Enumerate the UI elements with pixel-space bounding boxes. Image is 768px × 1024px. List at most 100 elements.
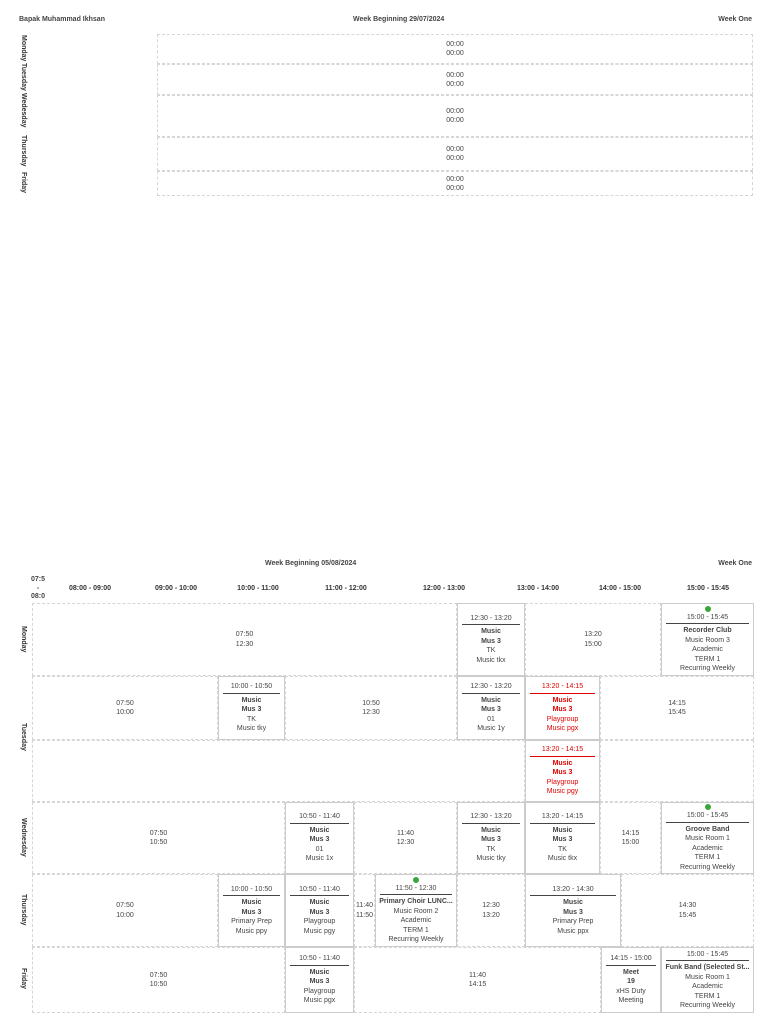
lesson-grade: Primary Prep bbox=[552, 918, 594, 926]
lesson-group: Music ppy bbox=[235, 927, 268, 935]
meeting-room: 19 bbox=[627, 978, 635, 986]
free-slot[interactable]: 07:50 10:50 bbox=[32, 947, 285, 1013]
schedule-row[interactable]: 00:00 00:00 bbox=[157, 95, 753, 137]
free-slot[interactable]: 11:40 11:50 bbox=[354, 874, 375, 947]
end-time: 00:00 bbox=[446, 80, 464, 88]
schedule-row[interactable]: 00:00 00:00 bbox=[157, 171, 753, 196]
lesson-subject: Music bbox=[481, 826, 501, 834]
free-slot[interactable]: 12:30 13:20 bbox=[457, 874, 525, 947]
column-header: 13:00 - 14:00 bbox=[516, 585, 560, 592]
teacher-name: Bapak Muhammad Ikhsan bbox=[19, 16, 105, 23]
slot-start: 11:40 bbox=[397, 829, 414, 837]
activity-card[interactable]: 11:50 - 12:30 Primary Choir LUNC... Musi… bbox=[375, 874, 457, 947]
lesson-time: 13:20 - 14:30 bbox=[530, 885, 616, 897]
activity-recurrence: Recurring Weekly bbox=[388, 936, 444, 943]
slot-end: 10:00 bbox=[116, 911, 134, 919]
lesson-card[interactable]: 12:30 - 13:20 Music Mus 3 TK Music tkx bbox=[457, 603, 525, 676]
lesson-subject: Music bbox=[481, 696, 501, 704]
lesson-room: Mus 3 bbox=[309, 836, 330, 844]
lesson-group: Music 1x bbox=[305, 855, 334, 863]
free-slot[interactable]: 07:50 10:50 bbox=[32, 802, 285, 874]
activity-time: 15:00 - 15:45 bbox=[666, 613, 749, 624]
slot-start: 07:50 bbox=[149, 829, 168, 837]
lesson-grade: TK bbox=[486, 647, 496, 655]
activity-card[interactable]: 15:00 - 15:45 Funk Band (Selected St... … bbox=[661, 947, 754, 1013]
lesson-card[interactable]: 12:30 - 13:20 Music Mus 3 TK Music tky bbox=[457, 802, 525, 874]
activity-card[interactable]: 15:00 - 15:45 Recorder Club Music Room 3… bbox=[661, 603, 754, 676]
lesson-grade: Primary Prep bbox=[231, 918, 272, 926]
day-label-wednesday: Wednesday bbox=[20, 818, 27, 857]
lesson-card-conflict[interactable]: 13:20 - 14:15 Music Mus 3 Playgroup Musi… bbox=[525, 676, 600, 740]
free-slot[interactable]: 10:50 12:30 bbox=[285, 676, 457, 740]
lesson-grade: 01 bbox=[315, 845, 324, 853]
free-slot[interactable]: 11:40 12:30 bbox=[354, 802, 457, 874]
lesson-card[interactable]: 10:50 - 11:40 Music Mus 3 Playgroup Musi… bbox=[285, 874, 354, 947]
time-corner: 07:5 - 08:0 bbox=[31, 576, 45, 602]
activity-time: 15:00 - 15:45 bbox=[666, 950, 749, 961]
free-slot[interactable]: 14:30 15:45 bbox=[621, 874, 754, 947]
activity-term: TERM 1 bbox=[694, 854, 721, 861]
free-slot[interactable]: 07:50 12:30 bbox=[32, 603, 457, 676]
slot-end: 10:00 bbox=[116, 709, 134, 716]
lesson-card[interactable]: 10:00 - 10:50 Music Mus 3 Primary Prep M… bbox=[218, 874, 285, 947]
lesson-card[interactable]: 10:50 - 11:40 Music Mus 3 Playgroup Musi… bbox=[285, 947, 354, 1013]
lesson-card[interactable]: 12:30 - 13:20 Music Mus 3 01 Music 1y bbox=[457, 676, 525, 740]
week-title: Week Beginning 05/08/2024 bbox=[265, 560, 357, 567]
lesson-card[interactable]: 10:00 - 10:50 Music Mus 3 TK Music tky bbox=[218, 676, 285, 740]
meeting-time: 14:15 - 15:00 bbox=[606, 954, 656, 966]
free-slot[interactable]: 14:15 15:00 bbox=[600, 802, 661, 874]
slot-start: 13:20 bbox=[584, 631, 602, 638]
lesson-grade: Playgroup bbox=[546, 715, 579, 723]
lesson-group: Music tkx bbox=[547, 855, 578, 863]
slot-end: 12:30 bbox=[362, 709, 380, 716]
lesson-time: 12:30 - 13:20 bbox=[462, 682, 520, 694]
slot-end: 11:50 bbox=[356, 911, 373, 919]
lesson-card[interactable]: 13:20 - 14:15 Music Mus 3 TK Music tkx bbox=[525, 802, 600, 874]
day-label-friday: Friday bbox=[20, 968, 27, 990]
lesson-group: Music pgx bbox=[546, 725, 579, 733]
end-time: 00:00 bbox=[446, 184, 464, 192]
free-slot[interactable]: 13:20 15:00 bbox=[525, 603, 661, 676]
day-label-thursday: Thursday bbox=[20, 135, 27, 167]
lesson-card[interactable]: 13:20 - 14:30 Music Mus 3 Primary Prep M… bbox=[525, 874, 621, 947]
start-time: 00:00 bbox=[446, 146, 464, 153]
end-time: 00:00 bbox=[446, 117, 464, 124]
day-label-friday: Friday bbox=[20, 172, 27, 194]
activity-recurrence: Recurring Weekly bbox=[679, 665, 736, 672]
schedule-row[interactable]: 00:00 00:00 bbox=[157, 137, 753, 171]
schedule-row[interactable]: 00:00 00:00 bbox=[157, 34, 753, 64]
activity-recurrence: Recurring Weekly bbox=[679, 863, 736, 871]
slot-start: 07:50 bbox=[116, 902, 134, 909]
free-slot[interactable]: 07:50 10:00 bbox=[32, 874, 218, 947]
lesson-subject: Music bbox=[481, 628, 501, 636]
lesson-card[interactable]: 10:50 - 11:40 Music Mus 3 01 Music 1x bbox=[285, 802, 354, 874]
schedule-row[interactable]: 00:00 00:00 bbox=[157, 64, 753, 95]
lesson-subject: Music bbox=[241, 696, 262, 704]
week-label: Week One bbox=[718, 560, 752, 567]
meeting-name: Meet bbox=[623, 968, 639, 976]
free-slot[interactable]: 07:50 10:00 bbox=[32, 676, 218, 740]
activity-room: Music Room 2 bbox=[393, 907, 439, 915]
day-label-wednesday: Wedesday bbox=[20, 93, 27, 128]
week-title: Week Beginning 29/07/2024 bbox=[353, 16, 445, 23]
start-time: 00:00 bbox=[446, 41, 464, 48]
lesson-room: Mus 3 bbox=[481, 836, 501, 844]
lesson-time: 10:00 - 10:50 bbox=[223, 885, 280, 897]
day-label-monday: Monday bbox=[20, 35, 27, 62]
end-time: 00:00 bbox=[446, 50, 464, 57]
lesson-card-conflict[interactable]: 13:20 - 14:15 Music Mus 3 Playgroup Musi… bbox=[525, 740, 600, 802]
empty-row bbox=[600, 740, 754, 802]
slot-end: 12:30 bbox=[396, 839, 415, 846]
slot-start: 14:30 bbox=[678, 902, 697, 909]
slot-end: 15:45 bbox=[678, 911, 697, 919]
lesson-time: 12:30 - 13:20 bbox=[462, 812, 520, 824]
lesson-time: 10:00 - 10:50 bbox=[223, 682, 280, 694]
activity-card[interactable]: 15:00 - 15:45 Groove Band Music Room 1 A… bbox=[661, 802, 754, 874]
slot-start: 07:50 bbox=[235, 631, 254, 638]
free-slot[interactable]: 11:40 14:15 bbox=[354, 947, 601, 1013]
lesson-time: 13:20 - 14:15 bbox=[530, 745, 595, 757]
meeting-card[interactable]: 14:15 - 15:00 Meet 19 xHS Duty Meeting bbox=[601, 947, 661, 1013]
lesson-time: 10:50 - 11:40 bbox=[290, 954, 349, 966]
start-time: 00:00 bbox=[446, 71, 464, 79]
free-slot[interactable]: 14:15 15:45 bbox=[600, 676, 754, 740]
